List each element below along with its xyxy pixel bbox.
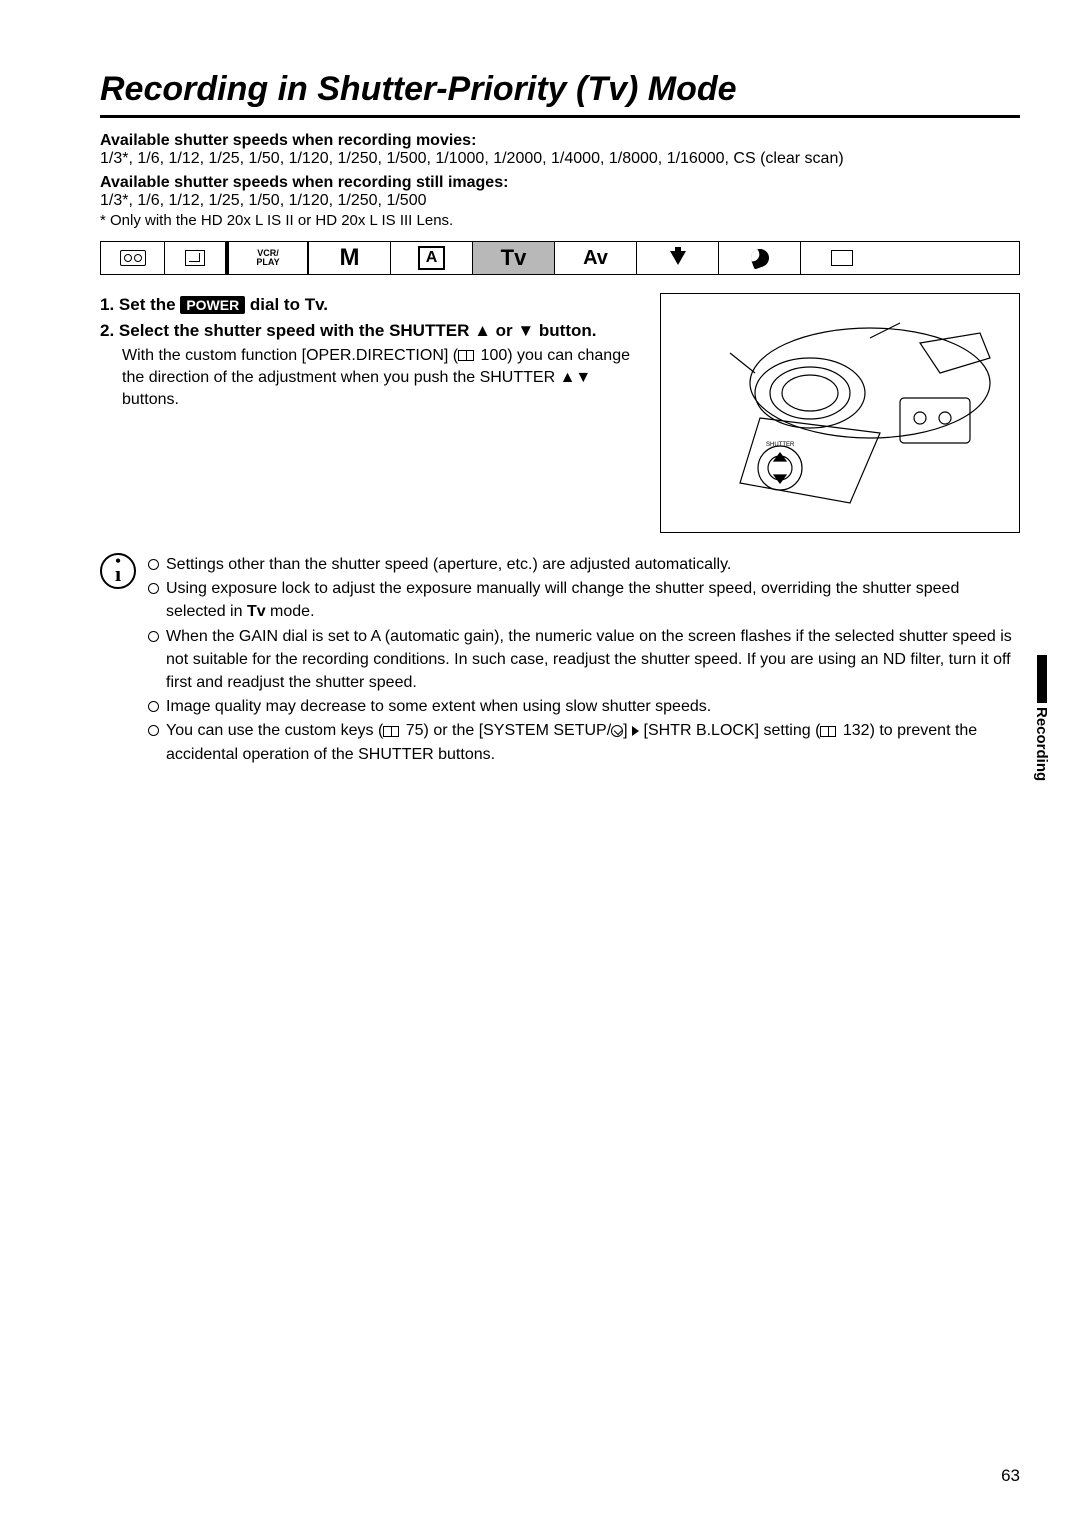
note-4: Image quality may decrease to some exten… <box>148 695 1020 718</box>
movies-label: Available shutter speeds when recording … <box>100 132 1020 150</box>
step1-post: dial to Tv. <box>245 295 328 314</box>
power-badge: POWER <box>180 296 245 314</box>
note-3: When the GAIN dial is set to A (automati… <box>148 625 1020 695</box>
stills-label: Available shutter speeds when recording … <box>100 174 1020 192</box>
movies-values: 1/3*, 1/6, 1/12, 1/25, 1/50, 1/120, 1/25… <box>100 150 1020 168</box>
side-tab-text: Recording <box>1033 707 1050 781</box>
side-tab-bar <box>1037 655 1047 703</box>
step-2-body: With the custom function [OPER.DIRECTION… <box>122 345 640 412</box>
stills-values: 1/3*, 1/6, 1/12, 1/25, 1/50, 1/120, 1/25… <box>100 192 1020 210</box>
side-tab: Recording <box>1033 655 1050 781</box>
spotlight-icon <box>670 251 686 265</box>
card-icon <box>185 250 205 266</box>
mode-a-box: A <box>418 246 446 269</box>
mode-av: Av <box>555 242 637 274</box>
shutter-label: SHUTTER <box>766 442 795 448</box>
illustration-column: SHUTTER <box>660 293 1020 533</box>
mode-night <box>719 242 801 274</box>
play-label: PLAY <box>256 258 279 267</box>
info-icon: ı <box>100 553 136 589</box>
night-icon <box>748 246 771 269</box>
mode-tv-active: Tv <box>473 242 555 274</box>
camera-svg: SHUTTER <box>670 303 1010 523</box>
step2-body-a: With the custom function [OPER.DIRECTION… <box>122 347 458 364</box>
step1-pre: 1. Set the <box>100 295 180 314</box>
vcr-play-cell: VCR/ PLAY <box>229 242 309 274</box>
footnote: * Only with the HD 20x L IS II or HD 20x… <box>100 212 1020 229</box>
content-row: 1. Set the POWER dial to Tv. 2. Select t… <box>100 293 1020 533</box>
camera-illustration: SHUTTER <box>660 293 1020 533</box>
book-icon <box>820 726 836 737</box>
page-title: Recording in Shutter-Priority (Tv) Mode <box>100 70 1020 109</box>
mode-a: A <box>391 242 473 274</box>
mode-strip: VCR/ PLAY M A Tv Av <box>100 241 1020 275</box>
note5-b: ] <box>623 722 632 739</box>
book-icon <box>458 350 474 361</box>
mode-m: M <box>309 242 391 274</box>
note5-a: You can use the custom keys ( <box>166 722 383 739</box>
step-1: 1. Set the POWER dial to Tv. <box>100 293 640 317</box>
card-icon-cell <box>165 242 229 274</box>
note-1: Settings other than the shutter speed (a… <box>148 553 1020 576</box>
note5-c: [SHTR B.LOCK] setting ( <box>639 722 820 739</box>
note-5: You can use the custom keys ( 75) or the… <box>148 719 1020 765</box>
notes-list: Settings other than the shutter speed (a… <box>148 553 1020 767</box>
note2-c: mode. <box>266 603 315 620</box>
page-number: 63 <box>1001 1466 1020 1486</box>
tape-icon <box>120 250 146 266</box>
note2-b: Tv <box>247 603 266 620</box>
rect-icon <box>831 250 853 266</box>
note-2: Using exposure lock to adjust the exposu… <box>148 577 1020 623</box>
step-2: 2. Select the shutter speed with the SHU… <box>100 319 640 343</box>
tape-icon-cell <box>101 242 165 274</box>
title-rule <box>100 115 1020 118</box>
wrench-icon <box>611 725 623 737</box>
mode-spotlight <box>637 242 719 274</box>
arrow-right-icon <box>632 726 639 736</box>
mode-rect <box>801 242 883 274</box>
info-row: ı Settings other than the shutter speed … <box>100 553 1020 767</box>
book-icon <box>383 726 399 737</box>
note5-ref1: 75) or the [SYSTEM SETUP/ <box>401 722 611 739</box>
steps-column: 1. Set the POWER dial to Tv. 2. Select t… <box>100 293 640 533</box>
